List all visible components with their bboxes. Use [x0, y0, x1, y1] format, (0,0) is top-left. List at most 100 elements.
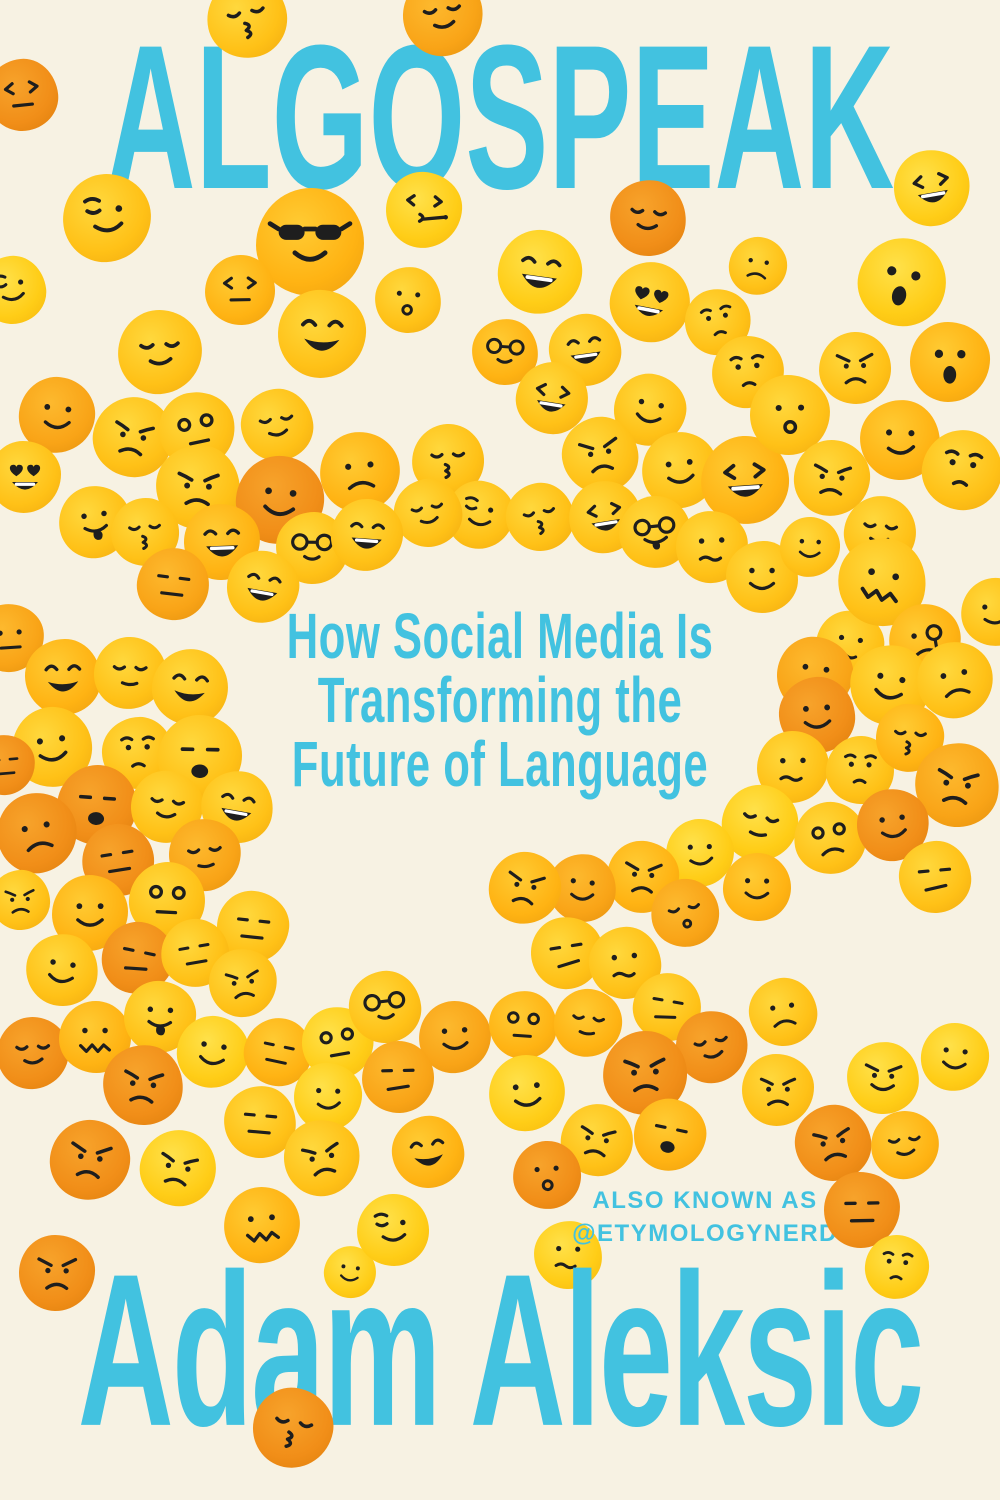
doodle-face-glasses [469, 316, 541, 388]
doodle-face-kissy [410, 422, 486, 498]
laughcry-expression-icon [723, 462, 766, 497]
angry-expression-icon [71, 1141, 113, 1180]
doodle-face-worried [708, 332, 788, 412]
doodle-face-worried [824, 734, 896, 806]
content-expression-icon [258, 414, 294, 437]
smirk-expression-icon [316, 1087, 341, 1110]
doodle-face-angry [555, 410, 645, 500]
subtitle-line: Future of Language [291, 727, 709, 800]
doodle-face-unamused [627, 967, 707, 1047]
doodle-face-sad [555, 1098, 639, 1182]
doodle-face-scrunch [0, 55, 62, 135]
worried-expression-icon [944, 449, 984, 487]
doodle-face-flat [76, 818, 160, 902]
doodle-face-sad [86, 390, 180, 484]
sad-expression-icon [161, 1151, 200, 1187]
sad-expression-icon [300, 1141, 339, 1177]
unamused-expression-icon [549, 942, 583, 969]
smile-expression-icon [982, 604, 1000, 625]
zigzag-expression-icon [245, 1214, 281, 1243]
kissy-expression-icon [894, 729, 927, 756]
sleepy-expression-icon [572, 1014, 606, 1036]
scrunch-expression-icon [3, 80, 39, 108]
doodle-face-sleepy [165, 815, 245, 895]
frown-expression-icon [345, 461, 376, 491]
sad-expression-icon [224, 969, 259, 1000]
flat-expression-icon [100, 849, 134, 874]
wink-expression-icon [0, 274, 25, 302]
doodle-face-smile [607, 367, 693, 453]
doodle-face-flat [237, 1011, 319, 1093]
flat-expression-icon [157, 574, 191, 597]
doodle-face-wink [355, 1192, 431, 1268]
doodle-face-frown [724, 232, 792, 300]
doodle-face-confused [756, 730, 830, 804]
angry-expression-icon [835, 352, 874, 385]
doodle-face-zigzag [59, 1001, 131, 1073]
wink-expression-icon [373, 1212, 407, 1242]
blank-expression-icon [507, 1011, 540, 1038]
doodle-face-yawn [627, 1092, 713, 1178]
laugh-expression-icon [521, 255, 562, 288]
worried-expression-icon [882, 1251, 914, 1281]
doodle-face-smile [852, 784, 934, 866]
surprised-expression-icon [534, 1165, 559, 1192]
doodle-face-flat [823, 1171, 901, 1249]
doodle-face-bigsmile [24, 638, 102, 716]
doodle-face-neutral [0, 601, 47, 675]
doodle-face-mischief [845, 1040, 921, 1116]
doodle-face-yawn [54, 762, 140, 848]
blank-expression-icon [319, 1027, 355, 1058]
doodle-face-zigzag [829, 529, 935, 635]
frown-expression-icon [940, 669, 971, 699]
worried-expression-icon [844, 753, 877, 784]
doodle-face-laugh [492, 224, 588, 320]
doodle-face-flat [132, 543, 214, 625]
doodle-face-smirk [664, 817, 736, 889]
bigsmile-expression-icon [409, 1138, 445, 1166]
content-expression-icon [887, 1135, 921, 1156]
unamused-expression-icon [917, 867, 952, 892]
smirk-expression-icon [43, 404, 72, 430]
frown-expression-icon [770, 1002, 797, 1028]
sad-expression-icon [759, 1077, 797, 1106]
doodle-face-smile [416, 998, 494, 1076]
known-as-handle: @ETYMOLOGYNERD [572, 1220, 838, 1247]
doodle-face-bigsmile [387, 1111, 469, 1193]
doodle-face-sad [0, 868, 52, 932]
doodle-face-kissy [108, 495, 182, 569]
doodle-face-smile [6, 701, 98, 793]
sleepy-expression-icon [187, 846, 222, 869]
doodle-face-sad [790, 436, 874, 520]
blank-expression-icon [149, 884, 186, 915]
author-handle-note: ALSO KNOWN AS @ETYMOLOGYNERD [405, 1184, 1000, 1250]
zigzag-expression-icon [860, 568, 900, 604]
content-expression-icon [422, 4, 462, 29]
shocked-expression-icon [887, 266, 921, 306]
smile-expression-icon [48, 959, 76, 984]
yawn-expression-icon [654, 1123, 688, 1153]
doodle-face-partyblower [384, 170, 464, 250]
laughcry-expression-icon [912, 172, 949, 203]
flat-expression-icon [844, 1201, 880, 1223]
doodle-face-hearteyes [603, 255, 697, 349]
sleepy-expression-icon [743, 812, 780, 837]
scrunch-expression-icon [222, 276, 257, 302]
doodle-face-sad [788, 1098, 878, 1188]
doodle-face-whistle [644, 872, 726, 954]
laugh-expression-icon [203, 528, 241, 557]
doodle-face-sad [277, 1113, 367, 1203]
content-expression-icon [150, 797, 186, 819]
doodle-face-wink [60, 171, 154, 265]
kissy-expression-icon [430, 451, 466, 479]
doodle-face-angry [604, 838, 682, 916]
doodle-face-angry [483, 846, 567, 930]
doodle-face-blank [151, 384, 243, 476]
book-subtitle: How Social Media Is Transforming the Fut… [25, 604, 975, 796]
confused-expression-icon [554, 1245, 581, 1270]
content-expression-icon [693, 1035, 728, 1059]
